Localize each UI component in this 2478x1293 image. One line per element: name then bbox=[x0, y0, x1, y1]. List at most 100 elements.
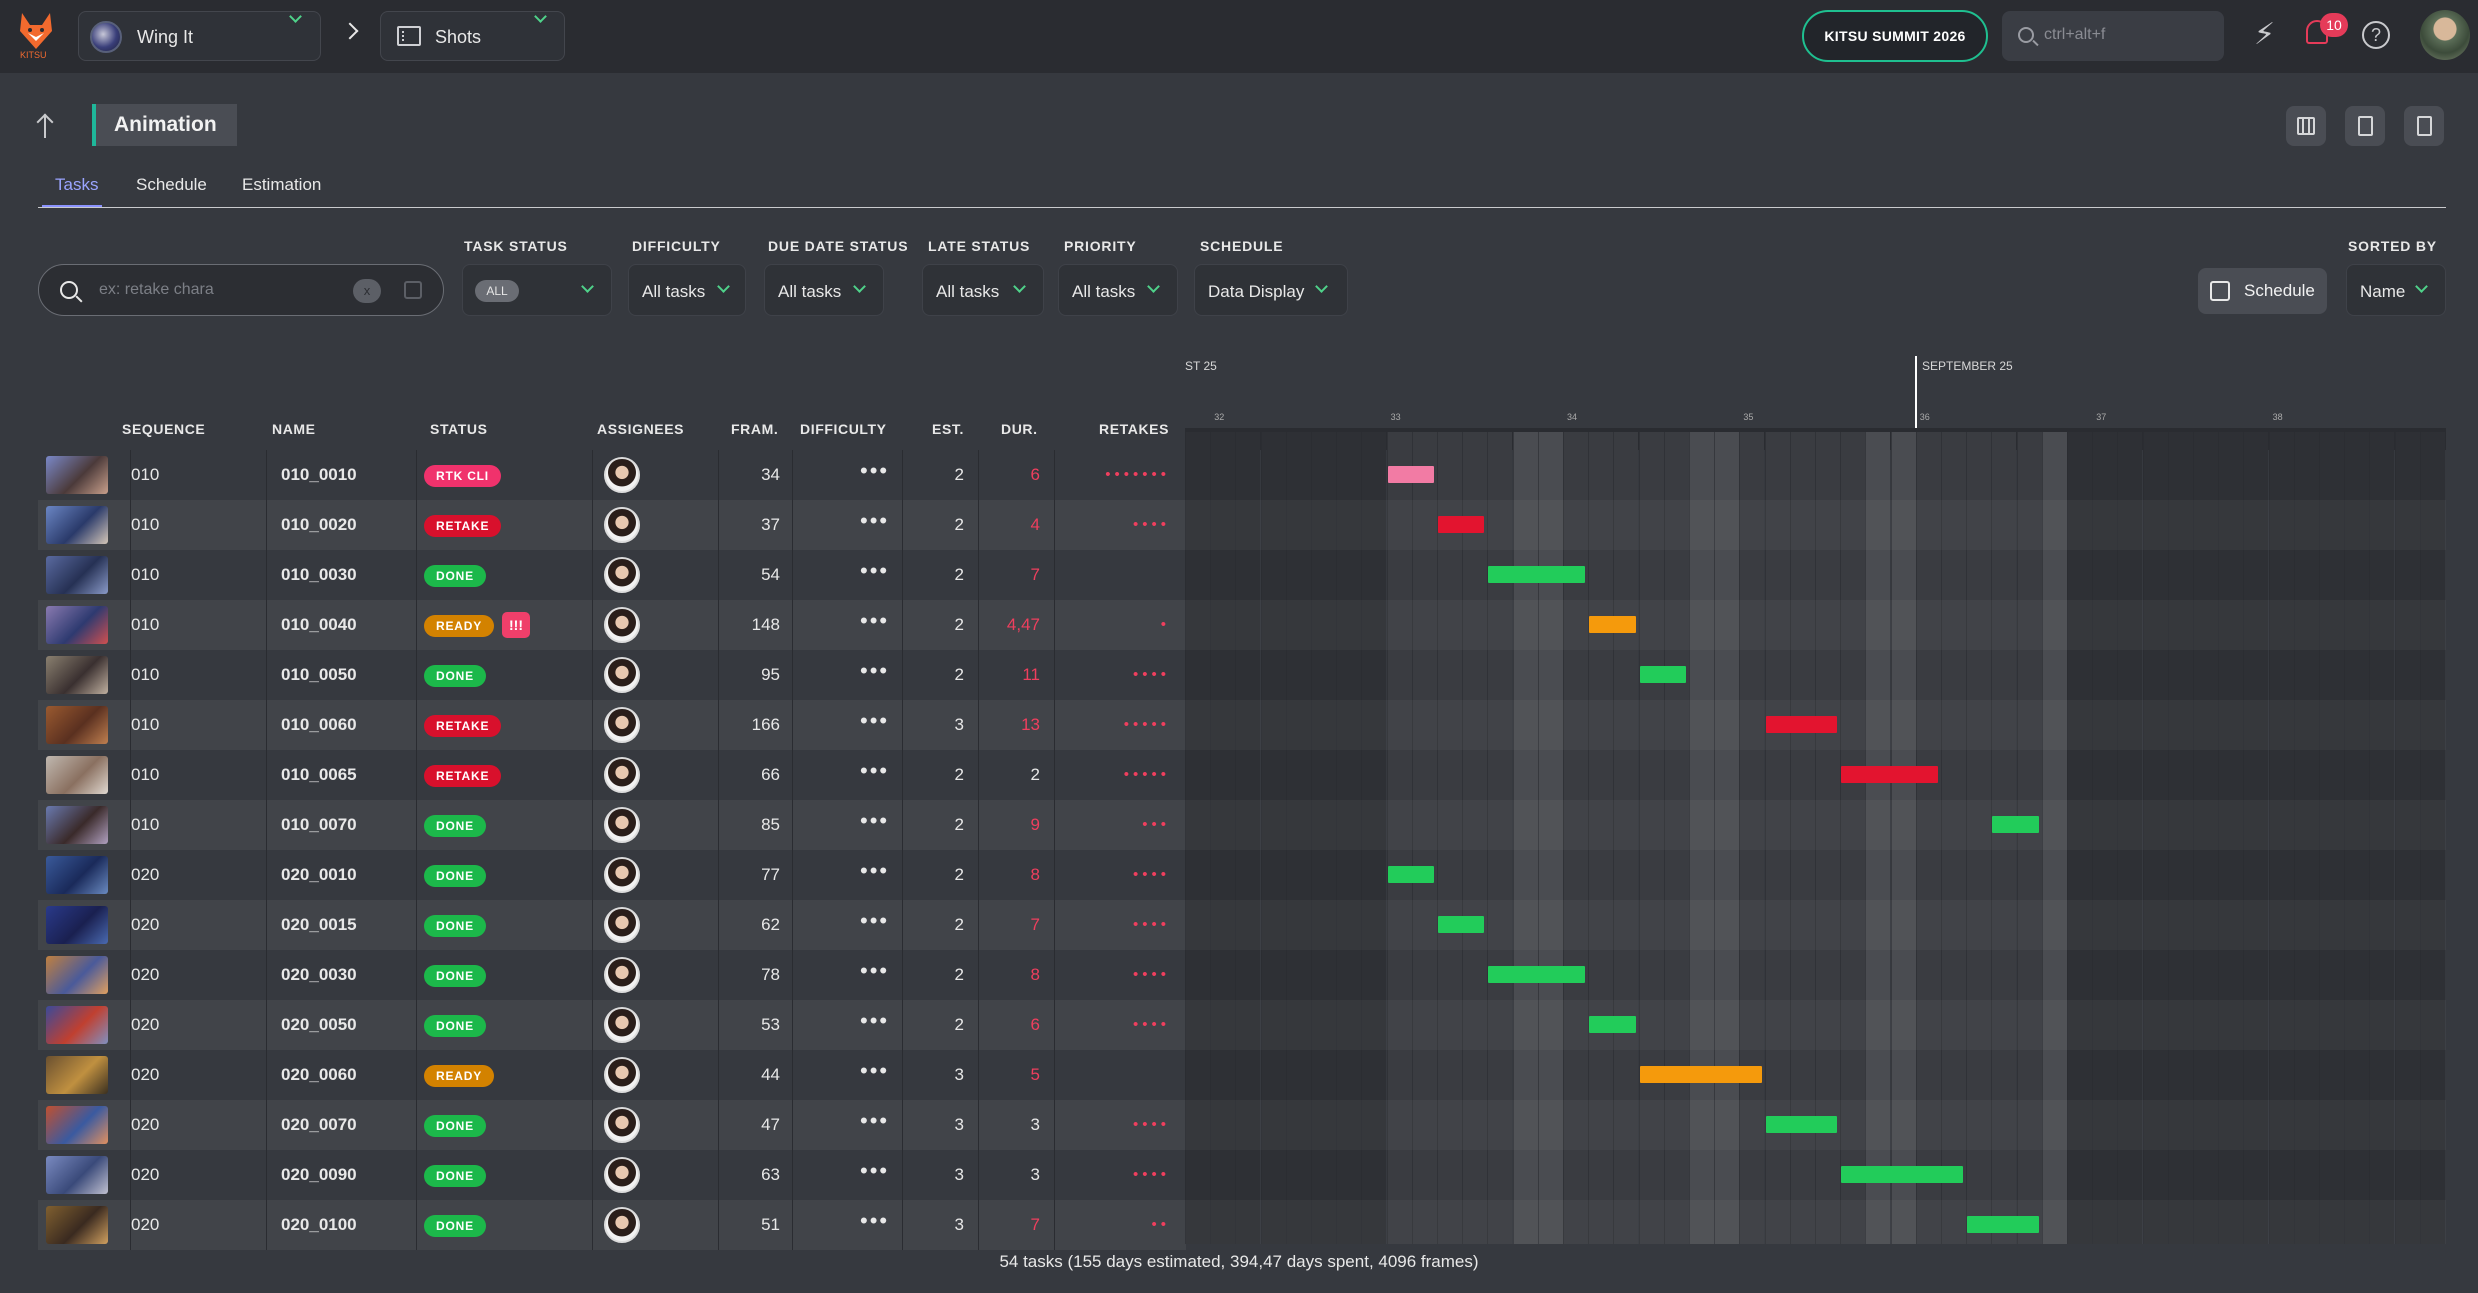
task-search-input[interactable]: ex: retake chara x bbox=[38, 264, 444, 316]
gantt-task-bar[interactable] bbox=[1387, 866, 1434, 883]
table-row[interactable]: 020 020_0015 DONE 62 ••• 2 7 •••• bbox=[38, 900, 1186, 950]
frames-cell[interactable]: 34 bbox=[761, 465, 780, 484]
tab-estimation[interactable]: Estimation bbox=[242, 175, 322, 194]
status-badge[interactable]: DONE bbox=[424, 1215, 486, 1237]
difficulty-indicator[interactable]: ••• bbox=[860, 458, 890, 483]
gantt-task-bar[interactable] bbox=[1992, 816, 2039, 833]
frames-cell[interactable]: 166 bbox=[751, 715, 780, 734]
shot-thumbnail[interactable] bbox=[46, 1006, 108, 1044]
status-badge[interactable]: READY bbox=[424, 615, 495, 637]
schedule-select[interactable]: Data Display bbox=[1194, 264, 1348, 316]
assignee-avatar[interactable] bbox=[604, 507, 640, 543]
column-header-status[interactable]: STATUS bbox=[430, 421, 488, 437]
frames-cell[interactable]: 62 bbox=[761, 915, 780, 934]
gantt-task-bar[interactable] bbox=[1765, 716, 1838, 733]
estimation-cell[interactable]: 3 bbox=[954, 715, 964, 734]
table-row[interactable]: 010 010_0060 RETAKE 166 ••• 3 13 ••••• bbox=[38, 700, 1186, 750]
assignee-avatar[interactable] bbox=[604, 1057, 640, 1093]
tab-schedule[interactable]: Schedule bbox=[136, 175, 207, 194]
gantt-task-bar[interactable] bbox=[1765, 1116, 1838, 1133]
assignee-avatar[interactable] bbox=[604, 1157, 640, 1193]
column-header-assignees[interactable]: ASSIGNEES bbox=[597, 421, 685, 437]
assignee-avatar[interactable] bbox=[604, 757, 640, 793]
column-header-frames[interactable]: FRAM. bbox=[731, 421, 779, 437]
difficulty-indicator[interactable]: ••• bbox=[860, 908, 890, 933]
clear-search-button[interactable]: x bbox=[353, 279, 381, 303]
estimation-cell[interactable]: 2 bbox=[954, 915, 964, 934]
lightning-icon[interactable]: ⚡ bbox=[2254, 18, 2276, 51]
table-row[interactable]: 010 010_0065 RETAKE 66 ••• 2 2 ••••• bbox=[38, 750, 1186, 800]
export-csv-button[interactable] bbox=[2345, 106, 2385, 146]
assignee-avatar[interactable] bbox=[604, 457, 640, 493]
save-filter-icon[interactable] bbox=[404, 281, 422, 299]
shot-name-cell[interactable]: 010_0040 bbox=[281, 615, 357, 634]
table-row[interactable]: 020 020_0010 DONE 77 ••• 2 8 •••• bbox=[38, 850, 1186, 900]
kitsu-logo-icon[interactable] bbox=[14, 11, 58, 61]
global-search-input[interactable]: ctrl+alt+f bbox=[2002, 11, 2224, 61]
shot-name-cell[interactable]: 010_0030 bbox=[281, 565, 357, 584]
gantt-task-bar[interactable] bbox=[1438, 516, 1485, 533]
frames-cell[interactable]: 148 bbox=[751, 615, 780, 634]
gantt-task-bar[interactable] bbox=[1488, 966, 1586, 983]
difficulty-indicator[interactable]: ••• bbox=[860, 1208, 890, 1233]
difficulty-select[interactable]: All tasks bbox=[628, 264, 746, 316]
frames-cell[interactable]: 78 bbox=[761, 965, 780, 984]
frames-cell[interactable]: 53 bbox=[761, 1015, 780, 1034]
status-badge[interactable]: DONE bbox=[424, 815, 486, 837]
table-view-button[interactable] bbox=[2286, 106, 2326, 146]
difficulty-indicator[interactable]: ••• bbox=[860, 708, 890, 733]
shot-name-cell[interactable]: 010_0070 bbox=[281, 815, 357, 834]
difficulty-indicator[interactable]: ••• bbox=[860, 1158, 890, 1183]
gantt-task-bar[interactable] bbox=[1387, 466, 1434, 483]
shot-thumbnail[interactable] bbox=[46, 1156, 108, 1194]
table-row[interactable]: 020 020_0050 DONE 53 ••• 2 6 •••• bbox=[38, 1000, 1186, 1050]
difficulty-indicator[interactable]: ••• bbox=[860, 758, 890, 783]
priority-select[interactable]: All tasks bbox=[1058, 264, 1178, 316]
table-row[interactable]: 010 010_0070 DONE 85 ••• 2 9 ••• bbox=[38, 800, 1186, 850]
section-select[interactable]: Shots bbox=[380, 10, 565, 61]
shot-thumbnail[interactable] bbox=[46, 706, 108, 744]
gantt-task-bar[interactable] bbox=[1488, 566, 1586, 583]
frames-cell[interactable]: 44 bbox=[761, 1065, 780, 1084]
status-badge[interactable]: DONE bbox=[424, 1015, 486, 1037]
assignee-avatar[interactable] bbox=[604, 1207, 640, 1243]
assignee-avatar[interactable] bbox=[604, 807, 640, 843]
difficulty-indicator[interactable]: ••• bbox=[860, 858, 890, 883]
estimation-cell[interactable]: 3 bbox=[954, 1115, 964, 1134]
table-row[interactable]: 010 010_0040 READY!!! 148 ••• 2 4,47 • bbox=[38, 600, 1186, 650]
table-row[interactable]: 020 020_0060 READY 44 ••• 3 5 bbox=[38, 1050, 1186, 1100]
difficulty-indicator[interactable]: ••• bbox=[860, 558, 890, 583]
difficulty-indicator[interactable]: ••• bbox=[860, 958, 890, 983]
column-header-difficulty[interactable]: DIFFICULTY bbox=[800, 421, 887, 437]
estimation-cell[interactable]: 2 bbox=[954, 865, 964, 884]
difficulty-indicator[interactable]: ••• bbox=[860, 808, 890, 833]
table-row[interactable]: 020 020_0070 DONE 47 ••• 3 3 •••• bbox=[38, 1100, 1186, 1150]
column-header-sequence[interactable]: SEQUENCE bbox=[122, 421, 206, 437]
status-badge[interactable]: DONE bbox=[424, 1115, 486, 1137]
shot-name-cell[interactable]: 020_0090 bbox=[281, 1165, 357, 1184]
shot-name-cell[interactable]: 020_0010 bbox=[281, 865, 357, 884]
sorted-by-select[interactable]: Name bbox=[2346, 264, 2446, 316]
status-badge[interactable]: RETAKE bbox=[424, 765, 502, 787]
table-row[interactable]: 010 010_0030 DONE 54 ••• 2 7 bbox=[38, 550, 1186, 600]
assignee-avatar[interactable] bbox=[604, 1107, 640, 1143]
gantt-task-bar[interactable] bbox=[1841, 1166, 1964, 1183]
assignee-avatar[interactable] bbox=[604, 557, 640, 593]
frames-cell[interactable]: 37 bbox=[761, 515, 780, 534]
status-badge[interactable]: RETAKE bbox=[424, 715, 502, 737]
shot-name-cell[interactable]: 010_0060 bbox=[281, 715, 357, 734]
status-badge[interactable]: DONE bbox=[424, 665, 486, 687]
estimation-cell[interactable]: 2 bbox=[954, 1015, 964, 1034]
gantt-task-bar[interactable] bbox=[1841, 766, 1938, 783]
gantt-task-bar[interactable] bbox=[1967, 1216, 2039, 1233]
table-row[interactable]: 010 010_0020 RETAKE 37 ••• 2 4 •••• bbox=[38, 500, 1186, 550]
due-date-status-select[interactable]: All tasks bbox=[764, 264, 884, 316]
shot-name-cell[interactable]: 020_0050 bbox=[281, 1015, 357, 1034]
estimation-cell[interactable]: 3 bbox=[954, 1215, 964, 1234]
assignee-avatar[interactable] bbox=[604, 607, 640, 643]
gantt-task-bar[interactable] bbox=[1589, 1016, 1636, 1033]
table-row[interactable]: 020 020_0090 DONE 63 ••• 3 3 •••• bbox=[38, 1150, 1186, 1200]
column-header-duration[interactable]: DUR. bbox=[1001, 421, 1038, 437]
status-badge[interactable]: DONE bbox=[424, 915, 486, 937]
shot-thumbnail[interactable] bbox=[46, 656, 108, 694]
